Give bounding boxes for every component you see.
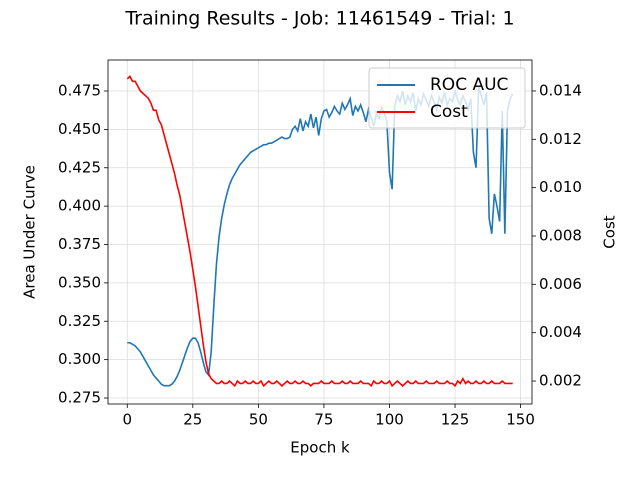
y-tick-label: 0.275: [58, 389, 101, 407]
y2-tick-label: 0.008: [539, 226, 582, 244]
chart-title: Training Results - Job: 11461549 - Trial…: [124, 8, 514, 30]
x-tick-label: 25: [183, 411, 202, 429]
y2-tick-label: 0.010: [539, 178, 582, 196]
x-tick-label: 50: [249, 411, 268, 429]
y-tick-label: 0.475: [58, 82, 101, 100]
y-tick-label: 0.350: [58, 273, 101, 291]
x-tick-label: 100: [375, 411, 404, 429]
y-tick-label: 0.325: [58, 312, 101, 330]
x-tick-label: 75: [314, 411, 333, 429]
y-tick-label: 0.375: [58, 235, 101, 253]
y2-tick-label: 0.004: [539, 323, 582, 341]
y-axis-label: Area Under Curve: [21, 165, 39, 299]
x-tick-label: 150: [506, 411, 535, 429]
x-axis-label: Epoch k: [290, 439, 350, 457]
plot-frame: [107, 59, 533, 405]
y2-tick-label: 0.014: [539, 81, 582, 99]
y2-tick-label: 0.006: [539, 275, 582, 293]
legend-label: ROC AUC: [430, 75, 508, 95]
series-line: [126, 75, 513, 388]
y-tick-label: 0.425: [58, 158, 101, 176]
legend-label: Cost: [430, 102, 468, 122]
x-tick-label: 0: [122, 411, 132, 429]
y2-tick-label: 0.012: [539, 130, 582, 148]
x-tick-label: 125: [441, 411, 470, 429]
y2-tick-label: 0.002: [539, 372, 582, 390]
y-tick-label: 0.400: [58, 197, 101, 215]
y-tick-label: 0.450: [58, 120, 101, 138]
y2-axis-label: Cost: [601, 215, 619, 248]
y-tick-label: 0.300: [58, 350, 101, 368]
